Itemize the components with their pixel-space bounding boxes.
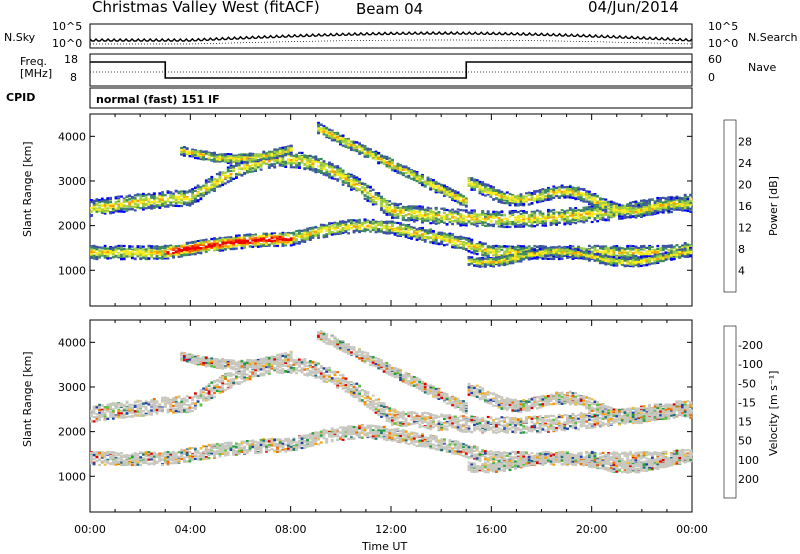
time-tick-label: 08:00 bbox=[275, 523, 307, 536]
noise-left-tick-low: 10^0 bbox=[52, 38, 82, 49]
freq-tick-8: 8 bbox=[70, 72, 77, 83]
velocity-heatmap: 1000 2000 3000 4000 200 100 50 15 -15 -50 -100 -200 bbox=[58, 319, 763, 513]
velocity-colorbar-tick: -50 bbox=[738, 377, 756, 390]
power-ytick-label: 3000 bbox=[58, 175, 86, 188]
velocity-ytick-label: 2000 bbox=[58, 426, 86, 439]
velocity-ytick-label: 4000 bbox=[58, 336, 86, 349]
time-tick-label: 16:00 bbox=[475, 523, 507, 536]
cpid-panel-frame bbox=[89, 87, 693, 109]
freq-unit-label: [MHz] bbox=[20, 68, 52, 79]
nave-tick-0: 0 bbox=[708, 72, 715, 83]
power-colorbar-tick: 16 bbox=[738, 200, 752, 213]
power-colorbar-tick: 12 bbox=[738, 222, 752, 235]
velocity-colorbar-tick: -15 bbox=[738, 396, 756, 409]
date-label: 04/Jun/2014 bbox=[588, 0, 679, 15]
time-tick-label: 00:00 bbox=[676, 523, 708, 536]
velocity-ytick-label: 1000 bbox=[58, 470, 86, 483]
power-heatmap: 1000 2000 3000 4000 4 8 12 16 20 24 28 bbox=[58, 113, 752, 307]
power-ytick-label: 2000 bbox=[58, 220, 86, 233]
time-tick-label: 04:00 bbox=[174, 523, 206, 536]
freq-line bbox=[90, 61, 692, 79]
power-colorbar-tick: 28 bbox=[738, 136, 752, 149]
power-colorbar-tick: 4 bbox=[738, 265, 745, 278]
velocity-ytick-label: 3000 bbox=[58, 381, 86, 394]
noise-sky-label: N.Sky bbox=[4, 32, 35, 43]
power-colorbar-tick: 8 bbox=[738, 243, 745, 256]
freq-label: Freq. bbox=[20, 56, 47, 67]
noise-search-line bbox=[90, 39, 693, 45]
power-colorbar-tick: 24 bbox=[738, 157, 752, 170]
cpid-label: CPID bbox=[6, 92, 35, 103]
station-title: Christmas Valley West (fitACF) bbox=[92, 0, 320, 15]
cpid-program: normal (fast) 151 IF bbox=[96, 94, 220, 105]
nave-label: Nave bbox=[748, 62, 776, 73]
velocity-colorbar-tick: 15 bbox=[738, 416, 752, 429]
velocity-colorbar-frame bbox=[723, 325, 737, 499]
noise-search-label: N.Search bbox=[748, 32, 798, 43]
time-tick-label: 12:00 bbox=[375, 523, 407, 536]
time-tick-label: 20:00 bbox=[576, 523, 608, 536]
time-tick-label: 00:00 bbox=[74, 523, 106, 536]
noise-right-tick-high: 10^5 bbox=[708, 21, 738, 32]
noise-panel-frame bbox=[89, 23, 693, 49]
power-ytick-label: 4000 bbox=[58, 130, 86, 143]
noise-right-tick-low: 10^0 bbox=[708, 38, 738, 49]
velocity-colorbar-tick: 200 bbox=[738, 473, 759, 486]
nave-tick-60: 60 bbox=[708, 54, 722, 65]
beam-label: Beam 04 bbox=[356, 2, 423, 17]
velocity-colorbar-tick: -200 bbox=[738, 339, 763, 352]
power-colorbar-tick: 20 bbox=[738, 179, 752, 192]
velocity-colorbar-tick: 50 bbox=[738, 435, 752, 448]
time-axis-label: Time UT bbox=[362, 541, 407, 552]
power-colorbar-frame bbox=[723, 119, 737, 293]
velocity-colorbar-tick: 100 bbox=[738, 454, 759, 467]
noise-left-tick-high: 10^5 bbox=[52, 21, 82, 32]
power-ytick-label: 1000 bbox=[58, 264, 86, 277]
noise-sky-line bbox=[89, 31, 693, 42]
freq-tick-18: 18 bbox=[64, 54, 78, 65]
freq-panel-frame bbox=[89, 53, 693, 87]
velocity-colorbar-tick: -100 bbox=[738, 358, 763, 371]
